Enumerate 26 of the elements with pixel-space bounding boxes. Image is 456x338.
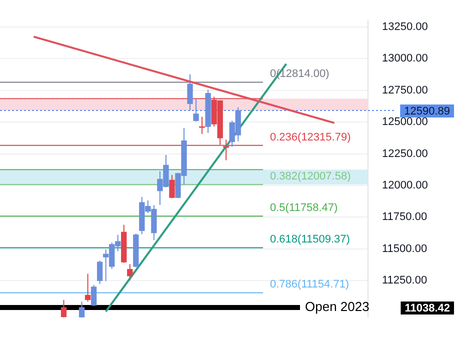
ref-line-label: 0.382(12007.58) <box>270 170 351 183</box>
candlestick <box>187 74 193 111</box>
candlestick <box>96 260 103 285</box>
candlestick <box>60 299 67 318</box>
y-tick-label: 13250.00 <box>382 20 428 33</box>
y-tick-label: 11250.00 <box>382 274 428 287</box>
y-tick-label: 12750.00 <box>382 84 428 96</box>
ref-line-label: 0.618(11509.37) <box>270 234 350 246</box>
ref-line-label: 0.236(12315.79) <box>270 131 351 144</box>
y-tick-label: 13000.00 <box>382 52 428 65</box>
ref-line-label: 12590.89 <box>404 106 450 118</box>
candlestick <box>78 301 85 318</box>
y-tick-label: 12500.00 <box>382 116 428 128</box>
ref-line-label: Open 2023 <box>305 299 370 314</box>
y-tick-label: 11500.00 <box>382 242 428 255</box>
candlestick <box>90 284 97 306</box>
ref-line-label: 0.5(11758.47) <box>270 202 338 214</box>
text: 11038.42 <box>404 302 450 314</box>
candlestick <box>169 174 175 199</box>
candlestick <box>84 273 91 302</box>
candlestick <box>193 98 199 122</box>
candlestick <box>127 264 133 282</box>
y-tick-label: 12000.00 <box>382 180 428 192</box>
ref-line-label: 0.786(11154.71) <box>270 278 350 291</box>
y-tick-label: 12250.00 <box>382 148 428 160</box>
y-tick-label: 11750.00 <box>382 211 428 224</box>
